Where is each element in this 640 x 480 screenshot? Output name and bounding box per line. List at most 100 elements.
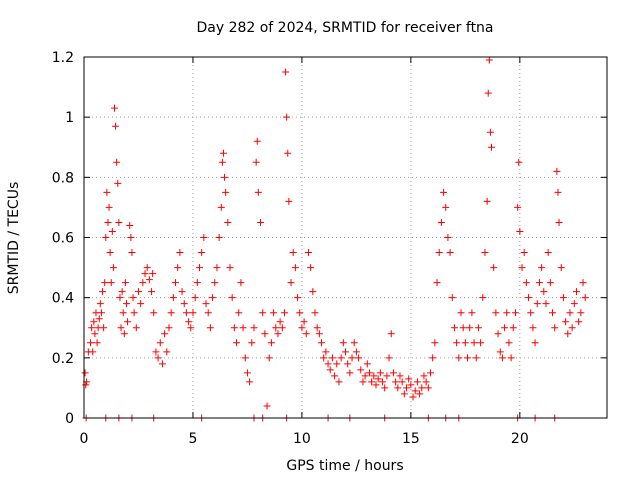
data-point	[100, 324, 108, 332]
data-point	[381, 384, 389, 392]
axis-ticks: 0 0.2 0.4 0.6 0.8 1 1.2 0 5 10 15 20	[52, 50, 607, 447]
data-point	[274, 330, 282, 338]
chart-title: Day 282 of 2024, SRMTID for receiver ftn…	[196, 20, 493, 36]
data-point	[122, 300, 130, 308]
data-point	[385, 354, 393, 362]
data-point	[376, 369, 384, 377]
data-point	[577, 309, 585, 317]
data-point	[114, 179, 122, 187]
data-point	[191, 294, 199, 302]
y-tick-label: 0	[65, 411, 74, 427]
data-point	[333, 360, 341, 368]
data-point	[337, 354, 345, 362]
data-point	[257, 218, 265, 226]
data-point	[248, 339, 256, 347]
data-point	[90, 318, 98, 326]
data-point	[442, 203, 450, 211]
y-axis-label: SRMTID / TECUs	[6, 182, 22, 295]
data-point	[113, 158, 121, 166]
data-point	[320, 354, 328, 362]
data-point	[372, 381, 380, 389]
data-point	[315, 330, 323, 338]
data-point	[230, 324, 238, 332]
data-point	[370, 372, 378, 380]
data-point	[200, 234, 208, 241]
data-point	[211, 279, 219, 287]
data-point	[481, 249, 489, 257]
data-point	[137, 300, 145, 308]
data-point	[81, 369, 89, 377]
y-tick-label: 0.4	[52, 291, 74, 307]
data-point	[198, 249, 206, 257]
data-point	[239, 324, 247, 332]
data-point	[259, 309, 267, 317]
data-point	[115, 218, 123, 226]
data-point	[581, 294, 589, 302]
data-point	[109, 264, 117, 272]
data-point	[176, 249, 184, 257]
data-point	[143, 264, 151, 272]
data-point	[516, 227, 524, 235]
data-point	[241, 354, 249, 362]
data-point	[431, 339, 439, 347]
data-point	[158, 360, 166, 368]
data-point	[104, 218, 112, 226]
data-point	[102, 234, 110, 241]
y-tick-label: 0.2	[52, 351, 74, 367]
data-point	[165, 324, 173, 332]
data-point	[498, 354, 506, 362]
data-point	[335, 378, 343, 386]
data-point	[346, 369, 354, 377]
data-point	[339, 339, 347, 347]
data-point	[106, 249, 114, 257]
data-point	[496, 348, 504, 356]
data-point	[87, 339, 95, 347]
data-point	[294, 294, 302, 302]
data-point	[161, 330, 169, 338]
data-point	[453, 339, 461, 347]
data-point	[342, 348, 349, 356]
data-point	[118, 288, 126, 296]
data-point	[398, 378, 406, 386]
data-point	[107, 279, 115, 287]
data-point	[163, 348, 171, 356]
data-point	[103, 188, 111, 196]
data-point	[420, 372, 428, 380]
data-point	[466, 324, 474, 332]
data-point	[282, 68, 290, 76]
data-point	[154, 354, 162, 362]
data-point	[284, 149, 292, 157]
data-point	[311, 309, 319, 317]
data-point	[555, 218, 563, 226]
data-point	[116, 294, 124, 302]
data-point	[464, 354, 472, 362]
data-point	[403, 384, 411, 392]
data-point	[149, 270, 157, 278]
data-point	[237, 279, 245, 287]
data-point	[252, 158, 260, 166]
data-point	[88, 324, 96, 332]
data-point	[368, 378, 376, 386]
data-point	[444, 234, 452, 241]
data-point	[278, 324, 286, 332]
data-point	[575, 318, 583, 326]
data-point	[572, 288, 580, 296]
data-point	[450, 324, 458, 332]
data-point	[105, 203, 113, 211]
data-point	[527, 309, 535, 317]
data-point	[307, 264, 315, 272]
data-point	[446, 249, 454, 257]
data-point	[328, 354, 336, 362]
data-point	[141, 270, 149, 278]
data-point	[304, 249, 312, 257]
data-point	[522, 279, 530, 287]
data-points	[81, 56, 589, 422]
data-point	[174, 264, 182, 272]
data-point	[455, 354, 463, 362]
data-point	[501, 324, 509, 332]
data-point	[470, 339, 478, 347]
data-point	[494, 330, 502, 338]
data-point	[167, 309, 175, 317]
grid-lines	[84, 57, 607, 418]
x-tick-label: 20	[511, 431, 529, 447]
